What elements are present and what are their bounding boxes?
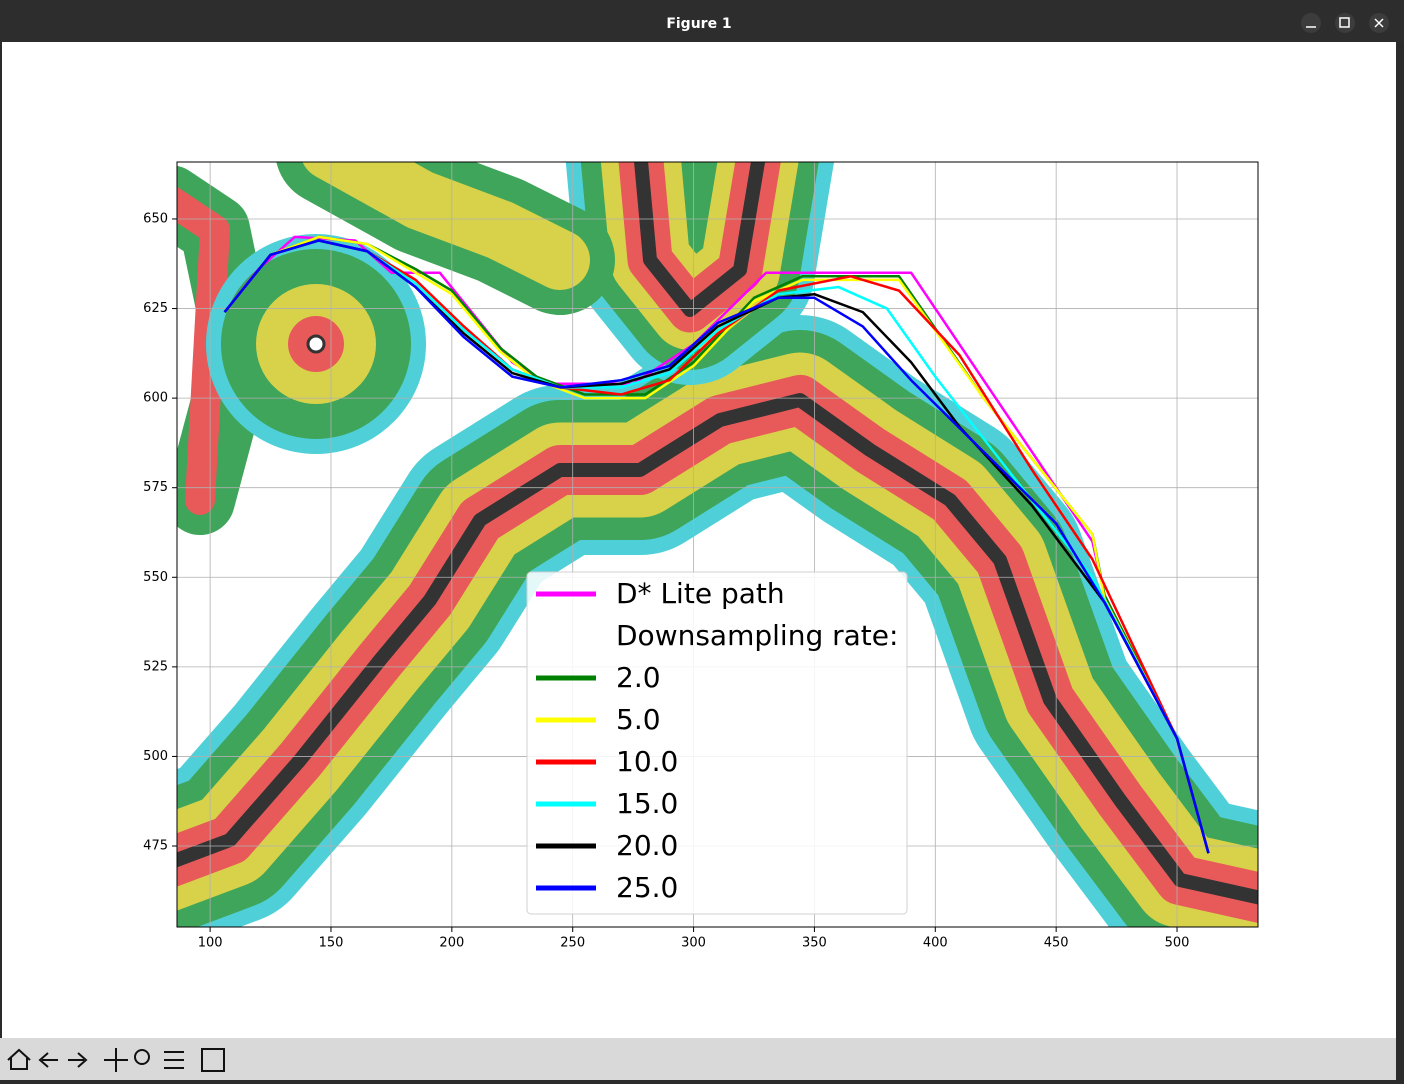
y-tick-label: 475	[143, 839, 168, 854]
paths	[223, 235, 1210, 854]
x-tick-label: 150	[319, 936, 344, 951]
save-button[interactable]	[201, 1048, 225, 1072]
band-yellow	[302, 162, 590, 290]
maximize-button[interactable]	[1335, 13, 1355, 33]
x-tick-label: 250	[560, 936, 585, 951]
close-icon	[1374, 18, 1384, 28]
legend-label: 10.0	[616, 745, 678, 778]
y-tick-label: 600	[143, 391, 168, 406]
y-tick-label: 650	[143, 211, 168, 226]
path-line	[223, 235, 1210, 854]
legend-label: 2.0	[616, 661, 661, 694]
band-obstacle	[177, 393, 1258, 905]
pan-button[interactable]	[104, 1048, 128, 1072]
configure-button[interactable]	[164, 1051, 184, 1069]
minimize-button[interactable]	[1301, 13, 1321, 33]
path-line	[223, 239, 1210, 854]
x-tick-label: 300	[681, 936, 706, 951]
forward-button[interactable]	[68, 1052, 88, 1068]
x-tick-label: 450	[1044, 936, 1069, 951]
y-tick-label: 550	[143, 570, 168, 585]
toolbar-buttons[interactable]	[7, 1048, 225, 1072]
y-tick-label: 575	[143, 480, 168, 495]
window-title: Figure 1	[666, 16, 731, 32]
legend-box	[526, 571, 908, 915]
toolbar	[0, 1038, 1396, 1080]
y-tick-label: 500	[143, 749, 168, 764]
title-bar	[0, 0, 1404, 42]
x-tick-label: 200	[439, 936, 464, 951]
y-tick-label: 625	[143, 301, 168, 316]
window-controls[interactable]	[1301, 13, 1389, 33]
ticks: 100 150 200 250 300 350 400 450 500 475 500 525 550 5…	[143, 211, 1189, 950]
background-strip	[1396, 42, 1404, 1080]
x-tick-label: 500	[1165, 936, 1190, 951]
back-button[interactable]	[38, 1052, 58, 1068]
x-tick-label: 100	[198, 936, 223, 951]
band-red	[177, 186, 230, 515]
plot-frame	[176, 161, 1259, 928]
legend: D* Lite path Downsampling rate: 2.0 5.0 10.0…	[526, 571, 908, 915]
band-obstacle	[634, 162, 766, 317]
legend-label: 25.0	[616, 871, 678, 904]
legend-label: 20.0	[616, 829, 678, 862]
occupancy-map	[177, 162, 1258, 927]
legend-label: D* Lite path	[616, 577, 785, 610]
zoom-button[interactable]	[134, 1049, 150, 1065]
maximize-icon	[1339, 17, 1350, 28]
legend-label: 5.0	[616, 703, 661, 736]
x-tick-label: 350	[802, 936, 827, 951]
legend-label: 15.0	[616, 787, 678, 820]
legend-title: Downsampling rate:	[616, 619, 898, 652]
inflation-bands	[177, 162, 1258, 927]
x-tick-label: 400	[923, 936, 948, 951]
y-tick-label: 525	[143, 659, 168, 674]
ring-obstacle	[306, 334, 326, 354]
home-button[interactable]	[7, 1048, 31, 1070]
